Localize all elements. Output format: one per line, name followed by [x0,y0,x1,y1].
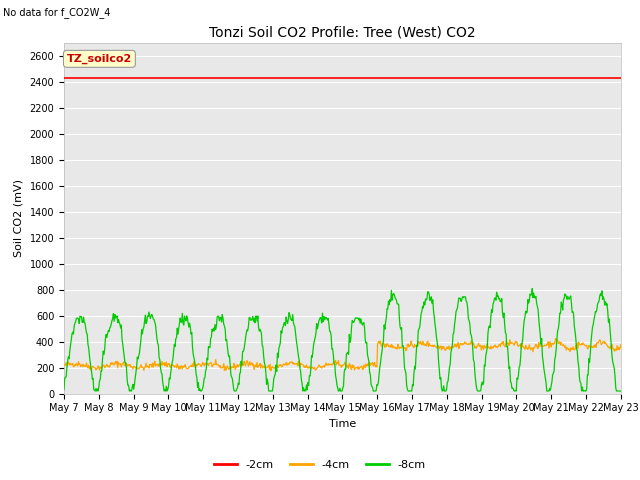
X-axis label: Time: Time [329,419,356,429]
Y-axis label: Soil CO2 (mV): Soil CO2 (mV) [14,180,24,257]
Text: TZ_soilco2: TZ_soilco2 [67,54,132,64]
Title: Tonzi Soil CO2 Profile: Tree (West) CO2: Tonzi Soil CO2 Profile: Tree (West) CO2 [209,25,476,39]
Text: No data for f_CO2W_4: No data for f_CO2W_4 [3,7,111,18]
Legend: -2cm, -4cm, -8cm: -2cm, -4cm, -8cm [210,456,430,474]
